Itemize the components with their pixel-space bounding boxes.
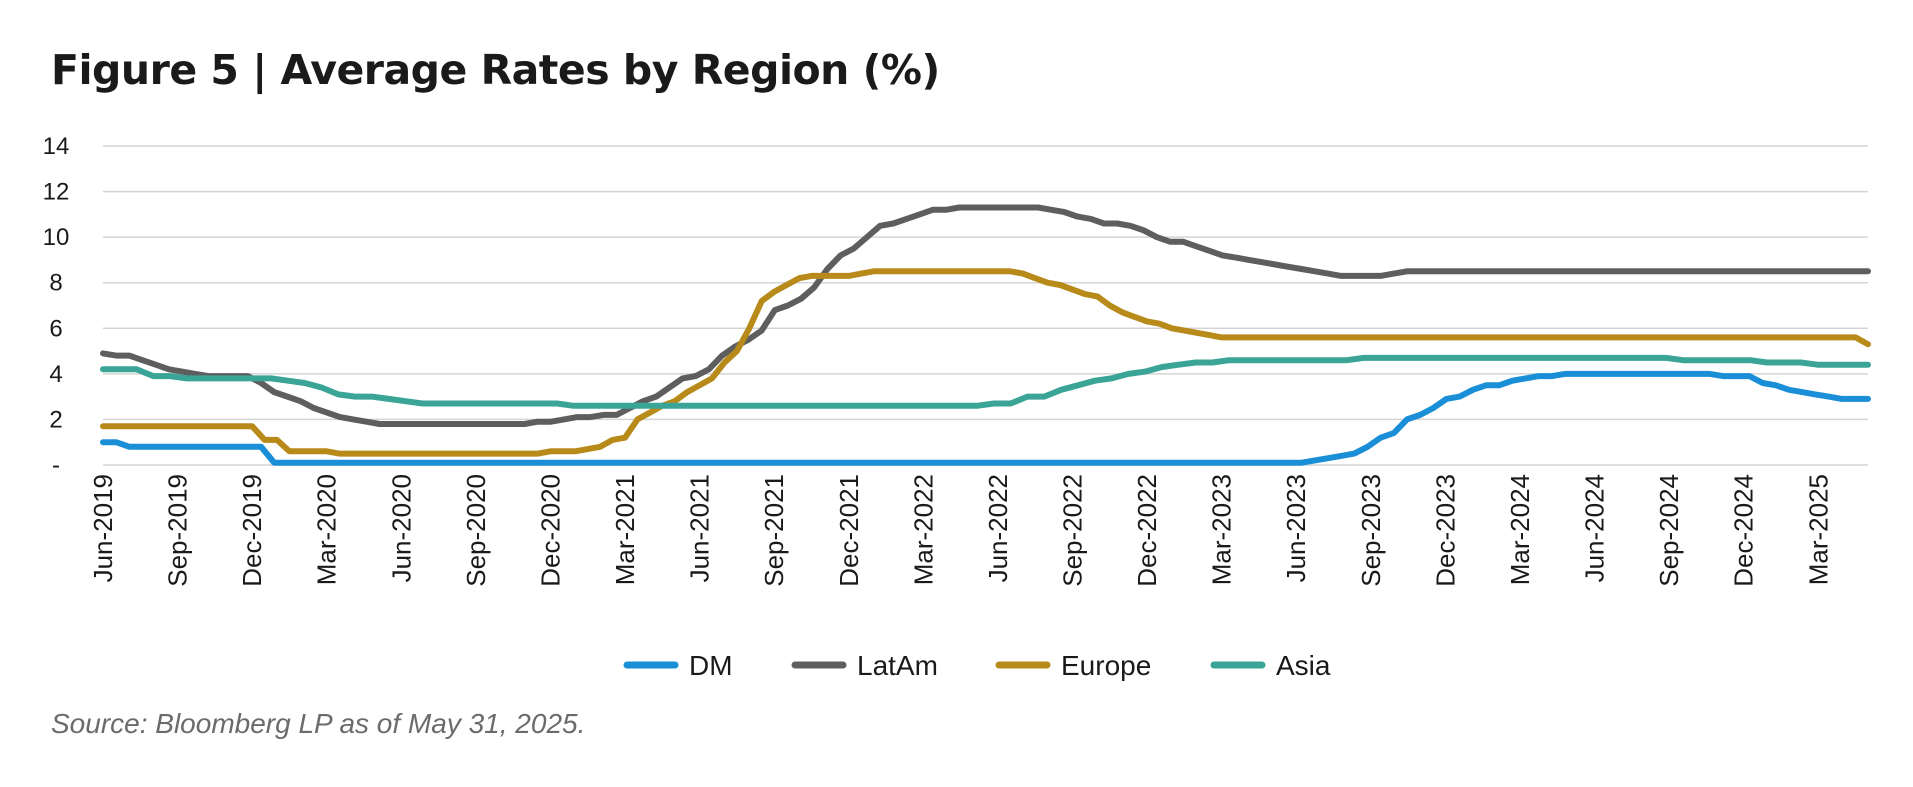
y-tick-label: -: [52, 452, 60, 479]
x-axis: Jun-2019 Sep-2019 Dec-2019 Mar-2020 Jun-2020…: [88, 474, 1833, 587]
x-tick-label: Sep-2019: [163, 474, 193, 587]
x-tick-label: Dec-2019: [237, 474, 267, 587]
legend: DM LatAm Europe Asia: [623, 650, 1331, 681]
chart-title: Figure 5 | Average Rates by Region (%): [51, 46, 940, 94]
source-note: Source: Bloomberg LP as of May 31, 2025.: [51, 708, 586, 739]
x-tick-label: Dec-2021: [834, 474, 864, 587]
x-tick-label: Jun-2023: [1281, 474, 1311, 582]
x-tick-label: Mar-2024: [1505, 474, 1535, 585]
x-tick-label: Mar-2021: [610, 474, 640, 585]
y-tick-label: 10: [43, 224, 70, 251]
legend-label-asia: Asia: [1276, 650, 1331, 681]
x-tick-label: Sep-2021: [759, 474, 789, 587]
y-tick-label: 6: [49, 315, 62, 342]
legend-label-dm: DM: [689, 650, 733, 681]
x-tick-label: Mar-2025: [1803, 474, 1833, 585]
y-axis: - 2 4 6 8 10 12 14: [43, 133, 70, 479]
x-tick-label: Mar-2020: [312, 474, 342, 585]
x-tick-label: Sep-2024: [1654, 474, 1684, 587]
series-line-europe: [100, 268, 1871, 457]
series-line-asia: [100, 354, 1871, 409]
x-tick-label: Jun-2021: [685, 474, 715, 582]
x-tick-label: Dec-2023: [1430, 474, 1460, 587]
y-tick-label: 4: [49, 361, 62, 388]
x-tick-label: Dec-2022: [1132, 474, 1162, 587]
gridlines: [103, 145, 1868, 466]
x-tick-label: Dec-2020: [535, 474, 565, 587]
series-line-latam: [100, 204, 1871, 427]
y-tick-label: 2: [49, 406, 62, 433]
x-tick-label: Sep-2020: [461, 474, 491, 587]
series-line-dm: [100, 370, 1871, 466]
legend-label-latam: LatAm: [857, 650, 938, 681]
x-tick-label: Jun-2024: [1580, 474, 1610, 582]
x-tick-label: Jun-2019: [88, 474, 118, 582]
x-tick-label: Mar-2022: [908, 474, 938, 585]
x-tick-label: Sep-2023: [1356, 474, 1386, 587]
x-tick-label: Jun-2020: [386, 474, 416, 582]
y-tick-label: 8: [49, 270, 62, 297]
series-lines: [100, 204, 1871, 466]
x-tick-label: Jun-2022: [983, 474, 1013, 582]
x-tick-label: Dec-2024: [1729, 474, 1759, 587]
y-tick-label: 12: [43, 179, 70, 206]
x-tick-label: Sep-2022: [1058, 474, 1088, 587]
legend-label-europe: Europe: [1061, 650, 1151, 681]
x-tick-label: Mar-2023: [1207, 474, 1237, 585]
y-tick-label: 14: [43, 133, 70, 160]
